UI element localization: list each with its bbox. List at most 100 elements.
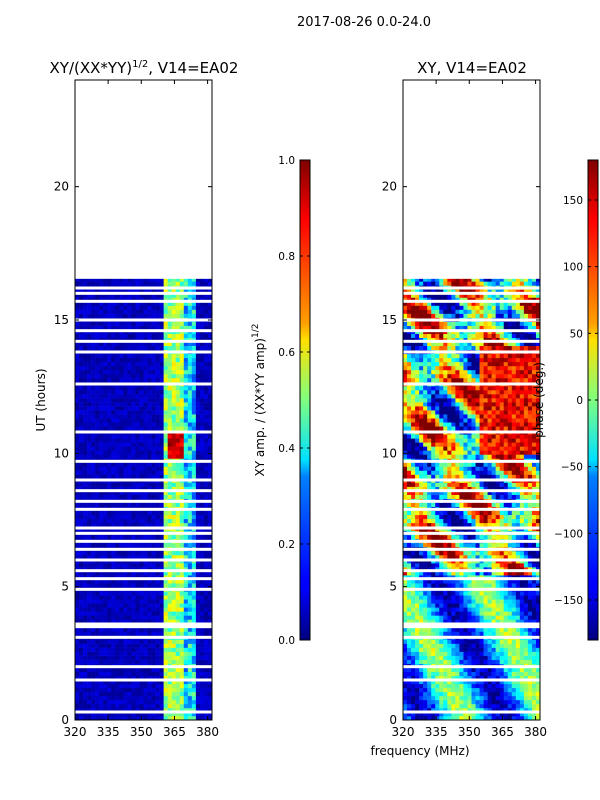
heatmap-cell: [75, 301, 80, 306]
heatmap-cell: [139, 345, 144, 351]
heatmap-cell: [159, 297, 164, 302]
heatmap-cell: [187, 470, 193, 475]
heatmap-cell: [79, 691, 84, 697]
heatmap-cell: [107, 305, 112, 310]
heatmap-cell: [83, 385, 88, 391]
heatmap-cell: [523, 659, 529, 664]
heatmap-cell: [447, 643, 452, 648]
heatmap-cell: [519, 651, 525, 656]
heatmap-cell: [111, 643, 116, 648]
heatmap-cell: [459, 643, 464, 648]
heatmap-cell: [507, 707, 513, 713]
colorbar-tick-label: 0.0: [278, 635, 295, 647]
heatmap-cell: [167, 502, 173, 508]
heatmap-cell: [163, 301, 168, 306]
heatmap-cell: [439, 691, 444, 697]
heatmap-cell: [407, 699, 412, 705]
heatmap-cell: [203, 627, 209, 632]
heatmap-cell: [95, 325, 100, 330]
heatmap-cell: [495, 639, 501, 644]
heatmap-cell: [495, 615, 501, 620]
heatmap-cell: [179, 639, 185, 644]
heatmap-cell: [143, 442, 148, 447]
heatmap-cell: [119, 643, 124, 648]
heatmap-cell: [87, 651, 92, 656]
heatmap-cell: [151, 683, 156, 689]
heatmap-cell: [155, 599, 160, 604]
heatmap-cell: [103, 583, 108, 588]
heatmap-cell: [119, 583, 124, 588]
heatmap-cell: [139, 699, 144, 705]
heatmap-cell: [83, 603, 88, 608]
heatmap-cell: [455, 583, 460, 588]
heatmap-cell: [123, 571, 128, 576]
heatmap-cell: [515, 679, 521, 685]
heatmap-cell: [99, 671, 104, 677]
heatmap-cell: [423, 683, 428, 689]
heatmap-cell: [167, 639, 173, 644]
heatmap-cell: [195, 394, 201, 399]
heatmap-cell: [503, 711, 509, 717]
heatmap-cell: [79, 518, 84, 524]
heatmap-cell: [147, 555, 152, 560]
heatmap-cell: [191, 357, 197, 363]
heatmap-cell: [407, 679, 412, 685]
heatmap-cell: [131, 470, 136, 475]
heatmap-cell: [439, 591, 444, 596]
heatmap-cell: [191, 683, 197, 689]
heatmap-cell: [175, 345, 181, 351]
heatmap-cell: [107, 301, 112, 306]
heatmap-cell: [115, 450, 120, 455]
heatmap-cell: [431, 651, 436, 656]
heatmap-cell: [91, 522, 96, 528]
heatmap-cell: [451, 591, 456, 596]
heatmap-cell: [111, 313, 116, 318]
heatmap-cell: [199, 402, 205, 407]
heatmap-cell: [423, 671, 428, 677]
heatmap-cell: [151, 671, 156, 677]
heatmap-cell: [115, 373, 120, 379]
heatmap-cell: [135, 494, 140, 499]
heatmap-cell: [143, 707, 148, 713]
heatmap-cell: [107, 699, 112, 705]
heatmap-cell: [187, 542, 193, 548]
heatmap-cell: [451, 659, 456, 664]
heatmap-cell: [155, 466, 160, 471]
heatmap-cell: [187, 711, 193, 717]
heatmap-cell: [435, 579, 440, 584]
heatmap-cell: [467, 651, 472, 656]
heatmap-cell: [535, 667, 541, 672]
heatmap-cell: [115, 679, 120, 685]
heatmap-cell: [451, 631, 456, 636]
heatmap-cell: [179, 434, 185, 439]
heatmap-cell: [103, 542, 108, 548]
heatmap-cell: [207, 450, 213, 455]
heatmap-cell: [171, 345, 177, 351]
heatmap-cell: [179, 494, 185, 499]
heatmap-cell: [155, 406, 160, 411]
heatmap-cell: [175, 466, 181, 471]
heatmap-cell: [143, 595, 148, 600]
heatmap-cell: [147, 518, 152, 524]
heatmap-cell: [135, 679, 140, 685]
heatmap-cell: [167, 309, 173, 314]
heatmap-cell: [511, 691, 517, 697]
heatmap-cell: [111, 607, 116, 612]
heatmap-cell: [127, 462, 132, 467]
flagged-gap: [75, 329, 212, 333]
heatmap-cell: [183, 639, 189, 644]
heatmap-cell: [175, 462, 181, 467]
heatmap-cell: [127, 651, 132, 656]
heatmap-cell: [411, 671, 416, 677]
heatmap-cell: [179, 583, 185, 588]
heatmap-cell: [179, 390, 185, 395]
heatmap-cell: [475, 683, 480, 689]
heatmap-cell: [199, 301, 205, 306]
heatmap-cell: [167, 679, 173, 685]
heatmap-cell: [495, 595, 501, 600]
heatmap-cell: [203, 583, 209, 588]
heatmap-cell: [171, 309, 177, 314]
heatmap-cell: [171, 691, 177, 697]
heatmap-cell: [499, 607, 505, 612]
heatmap-cell: [147, 514, 152, 520]
